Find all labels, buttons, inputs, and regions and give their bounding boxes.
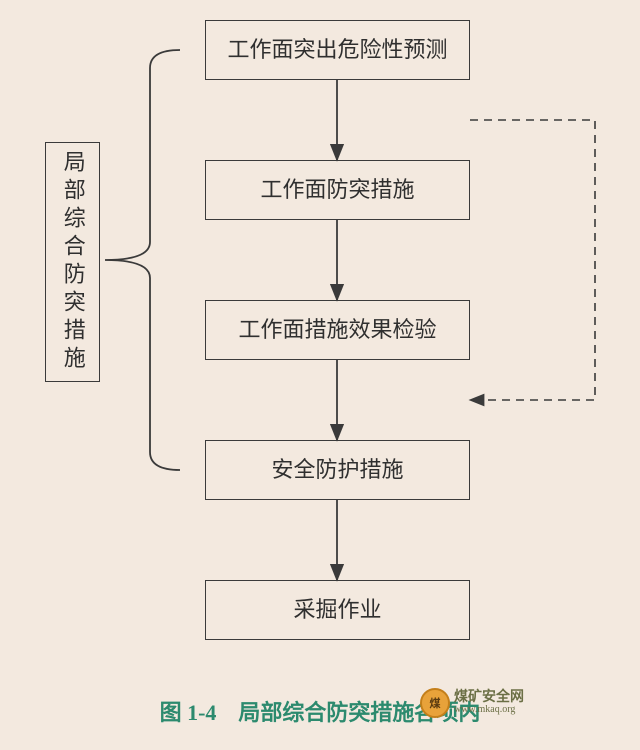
watermark-main-text: 煤矿安全网: [454, 691, 524, 705]
flow-node-prediction: 工作面突出危险性预测: [205, 20, 470, 80]
watermark-sub-text: www.mkaq.org: [454, 705, 524, 715]
flow-node-measures: 工作面防突措施: [205, 160, 470, 220]
watermark: 煤 煤矿安全网 www.mkaq.org: [420, 688, 524, 718]
flow-node-mining: 采掘作业: [205, 580, 470, 640]
flow-node-safety: 安全防护措施: [205, 440, 470, 500]
flow-node-label: 工作面措施效果检验: [238, 316, 436, 345]
flow-node-label: 工作面突出危险性预测: [227, 36, 447, 65]
watermark-logo-icon: 煤: [420, 688, 450, 718]
flow-node-label: 工作面防突措施: [260, 176, 414, 205]
flow-node-label: 采掘作业: [293, 596, 381, 625]
side-category-box: 局部综合防突措施: [45, 142, 100, 382]
side-category-label: 局部综合防突措施: [58, 150, 87, 374]
flow-node-label: 安全防护措施: [271, 456, 403, 485]
figure-caption: 图 1-4 局部综合防突措施各项内: [0, 695, 640, 727]
flow-node-inspection: 工作面措施效果检验: [205, 300, 470, 360]
